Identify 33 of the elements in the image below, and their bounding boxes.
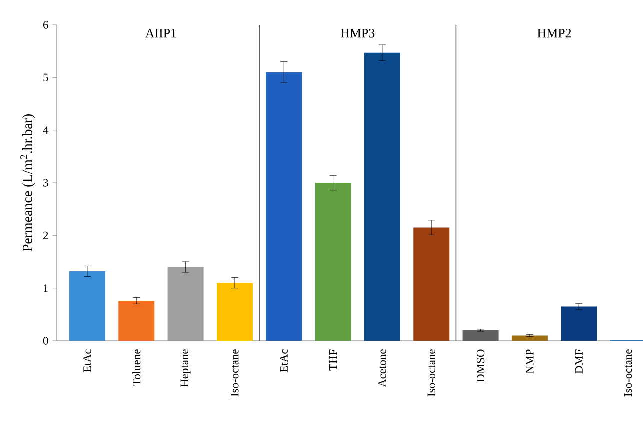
x-tick-label: Acetone: [378, 350, 386, 388]
x-tick-label: Iso-octane: [624, 350, 632, 397]
x-tick-label: Toluene: [132, 350, 141, 386]
bar: [414, 228, 450, 341]
y-tick-label: 0: [43, 337, 48, 345]
x-tick-label: THF: [330, 350, 338, 371]
y-tick-label: 3: [44, 179, 48, 187]
bar: [168, 267, 204, 341]
bar: [118, 300, 155, 341]
bar: [216, 283, 253, 341]
x-tick-label: Iso-octane: [428, 350, 436, 397]
y-axis-title: Permeance (L/m$^{2}$.hr.bar): [20, 114, 36, 252]
bar: [69, 271, 106, 341]
y-tick-label: 4: [43, 126, 49, 134]
y-tick-label: 2: [44, 232, 48, 240]
bar: [512, 336, 548, 341]
x-tick-label: Iso-octane: [231, 350, 239, 397]
bar: [315, 183, 352, 341]
x-tick-label: EtAc: [280, 350, 288, 372]
x-tick-label: DMF: [575, 350, 583, 374]
y-tick-label: 6: [43, 21, 48, 29]
annotation: HMP2: [538, 29, 572, 38]
annotation: HMP3: [340, 29, 375, 38]
bar: [561, 306, 598, 341]
x-tick-label: EtAc: [84, 350, 92, 372]
bar: [364, 52, 400, 341]
annotation: AIIP1: [146, 29, 176, 38]
x-tick-label: NMP: [526, 350, 534, 374]
x-tick-label: DMSO: [476, 350, 485, 382]
y-tick-label: 1: [44, 284, 48, 292]
bar: [266, 72, 302, 341]
y-tick-label: 5: [44, 74, 48, 82]
x-tick-label: Heptane: [180, 350, 191, 388]
